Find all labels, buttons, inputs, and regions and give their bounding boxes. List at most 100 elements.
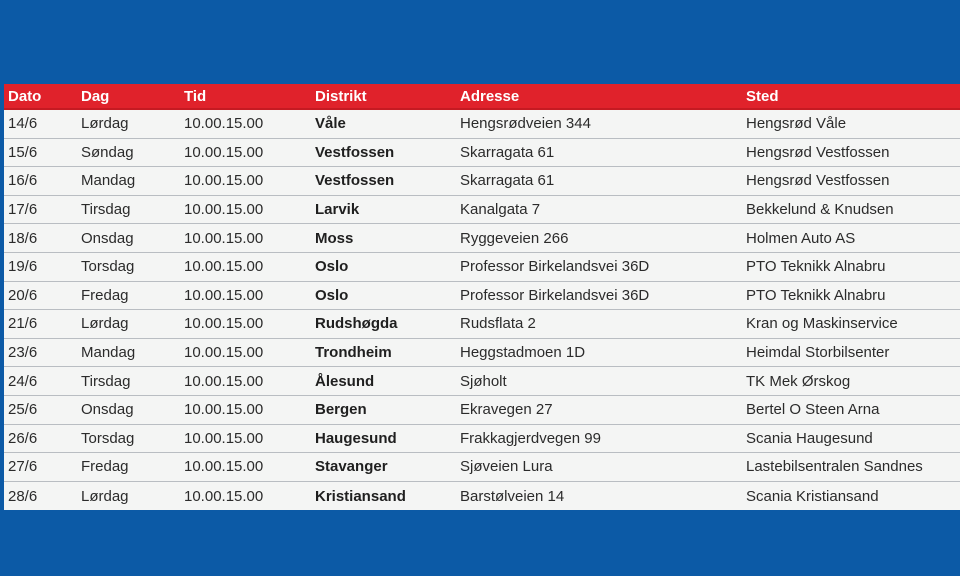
cell-distrikt: Våle bbox=[315, 115, 346, 133]
table-header-row: Dato Dag Tid Distrikt Adresse Sted bbox=[4, 84, 960, 110]
cell-distrikt: Oslo bbox=[315, 258, 349, 276]
table-row: 16/6 Mandag 10.00.15.00 Vestfossen Skarragat… bbox=[4, 167, 960, 196]
cell-tid: 10.00.15.00 bbox=[184, 229, 264, 247]
cell-sted: Lastebilsentralen Sandnes bbox=[746, 458, 923, 476]
cell-dato: 23/6 bbox=[8, 344, 38, 362]
cell-adresse: Heggstadmoen 1D bbox=[460, 344, 586, 362]
cell-adresse: Sjøveien Lura bbox=[460, 458, 553, 476]
cell-tid: 10.00.15.00 bbox=[184, 315, 264, 333]
table-body: 14/6 Lørdag 10.00.15.00 Våle Hengsrødveien 3… bbox=[4, 110, 960, 510]
cell-distrikt: Moss bbox=[315, 229, 354, 247]
cell-dato: 21/6 bbox=[8, 315, 38, 333]
table-row: 25/6 Onsdag 10.00.15.00 Bergen Ekravegen 27 B… bbox=[4, 396, 960, 425]
cell-adresse: Rudsflata 2 bbox=[460, 315, 536, 333]
cell-tid: 10.00.15.00 bbox=[184, 487, 264, 505]
cell-sted: Holmen Auto AS bbox=[746, 229, 856, 247]
header-tid: Tid bbox=[184, 87, 207, 105]
cell-dag: Mandag bbox=[81, 344, 136, 362]
cell-tid: 10.00.15.00 bbox=[184, 344, 264, 362]
cell-sted: Hengsrød Våle bbox=[746, 115, 847, 133]
cell-dag: Tirsdag bbox=[81, 372, 131, 390]
table-row: 19/6 Torsdag 10.00.15.00 Oslo Professor Birk… bbox=[4, 253, 960, 282]
cell-sted: Kran og Maskinservice bbox=[746, 315, 898, 333]
cell-dato: 27/6 bbox=[8, 458, 38, 476]
cell-tid: 10.00.15.00 bbox=[184, 143, 264, 161]
cell-tid: 10.00.15.00 bbox=[184, 115, 264, 133]
header-adresse: Adresse bbox=[460, 87, 520, 105]
cell-sted: TK Mek Ørskog bbox=[746, 372, 851, 390]
schedule-table: Dato Dag Tid Distrikt Adresse Sted 14/6 L… bbox=[4, 84, 960, 510]
cell-dag: Lørdag bbox=[81, 115, 129, 133]
cell-distrikt: Oslo bbox=[315, 286, 349, 304]
cell-dag: Mandag bbox=[81, 172, 136, 190]
cell-sted: PTO Teknikk Alnabru bbox=[746, 286, 886, 304]
cell-distrikt: Rudshøgda bbox=[315, 315, 398, 333]
cell-tid: 10.00.15.00 bbox=[184, 201, 264, 219]
table-row: 18/6 Onsdag 10.00.15.00 Moss Ryggeveien 266 H… bbox=[4, 224, 960, 253]
cell-tid: 10.00.15.00 bbox=[184, 258, 264, 276]
cell-sted: Hengsrød Vestfossen bbox=[746, 172, 890, 190]
cell-sted: PTO Teknikk Alnabru bbox=[746, 258, 886, 276]
cell-dag: Onsdag bbox=[81, 401, 134, 419]
cell-dato: 25/6 bbox=[8, 401, 38, 419]
cell-adresse: Barstølveien 14 bbox=[460, 487, 565, 505]
cell-dato: 20/6 bbox=[8, 286, 38, 304]
cell-adresse: Professor Birkelandsvei 36D bbox=[460, 258, 650, 276]
table-row: 20/6 Fredag 10.00.15.00 Oslo Professor Birke… bbox=[4, 282, 960, 311]
cell-distrikt: Bergen bbox=[315, 401, 367, 419]
cell-tid: 10.00.15.00 bbox=[184, 172, 264, 190]
table-row: 15/6 Søndag 10.00.15.00 Vestfossen Skarragat… bbox=[4, 139, 960, 168]
cell-sted: Bekkelund & Knudsen bbox=[746, 201, 894, 219]
table-row: 27/6 Fredag 10.00.15.00 Stavanger Sjøveien L… bbox=[4, 453, 960, 482]
cell-adresse: Kanalgata 7 bbox=[460, 201, 541, 219]
header-distrikt: Distrikt bbox=[315, 87, 367, 105]
cell-dag: Onsdag bbox=[81, 229, 134, 247]
cell-dag: Torsdag bbox=[81, 258, 135, 276]
cell-dag: Tirsdag bbox=[81, 201, 131, 219]
table-row: 23/6 Mandag 10.00.15.00 Trondheim Heggstadmo… bbox=[4, 339, 960, 368]
cell-dato: 26/6 bbox=[8, 429, 38, 447]
cell-adresse: Skarragata 61 bbox=[460, 172, 555, 190]
cell-dato: 28/6 bbox=[8, 487, 38, 505]
cell-sted: Heimdal Storbilsenter bbox=[746, 344, 890, 362]
header-dato: Dato bbox=[8, 87, 42, 105]
cell-distrikt: Haugesund bbox=[315, 429, 397, 447]
table-row: 21/6 Lørdag 10.00.15.00 Rudshøgda Rudsflata … bbox=[4, 310, 960, 339]
cell-distrikt: Larvik bbox=[315, 201, 360, 219]
table-row: 26/6 Torsdag 10.00.15.00 Haugesund Frakkagje… bbox=[4, 425, 960, 454]
cell-distrikt: Stavanger bbox=[315, 458, 388, 476]
cell-dato: 17/6 bbox=[8, 201, 38, 219]
cell-dato: 15/6 bbox=[8, 143, 38, 161]
cell-dato: 14/6 bbox=[8, 115, 38, 133]
cell-sted: Bertel O Steen Arna bbox=[746, 401, 880, 419]
cell-dato: 16/6 bbox=[8, 172, 38, 190]
cell-adresse: Sjøholt bbox=[460, 372, 507, 390]
cell-sted: Scania Kristiansand bbox=[746, 487, 879, 505]
cell-tid: 10.00.15.00 bbox=[184, 429, 264, 447]
cell-distrikt: Vestfossen bbox=[315, 143, 395, 161]
header-sted: Sted bbox=[746, 87, 779, 105]
cell-dag: Lørdag bbox=[81, 315, 129, 333]
cell-adresse: Ryggeveien 266 bbox=[460, 229, 569, 247]
cell-adresse: Hengsrødveien 344 bbox=[460, 115, 591, 133]
cell-adresse: Ekravegen 27 bbox=[460, 401, 553, 419]
cell-tid: 10.00.15.00 bbox=[184, 401, 264, 419]
header-dag: Dag bbox=[81, 87, 110, 105]
table-row: 17/6 Tirsdag 10.00.15.00 Larvik Kanalgata 7 B… bbox=[4, 196, 960, 225]
cell-sted: Scania Haugesund bbox=[746, 429, 873, 447]
table-row: 28/6 Lørdag 10.00.15.00 Kristiansand Barstøl… bbox=[4, 482, 960, 510]
cell-dag: Søndag bbox=[81, 143, 134, 161]
cell-dag: Fredag bbox=[81, 458, 129, 476]
table-row: 14/6 Lørdag 10.00.15.00 Våle Hengsrødveien 3… bbox=[4, 110, 960, 139]
cell-distrikt: Kristiansand bbox=[315, 487, 406, 505]
cell-dag: Torsdag bbox=[81, 429, 135, 447]
cell-tid: 10.00.15.00 bbox=[184, 458, 264, 476]
cell-dato: 18/6 bbox=[8, 229, 38, 247]
cell-dato: 24/6 bbox=[8, 372, 38, 390]
cell-distrikt: Vestfossen bbox=[315, 172, 395, 190]
cell-dag: Lørdag bbox=[81, 487, 129, 505]
cell-tid: 10.00.15.00 bbox=[184, 372, 264, 390]
cell-adresse: Professor Birkelandsvei 36D bbox=[460, 286, 650, 304]
cell-dag: Fredag bbox=[81, 286, 129, 304]
cell-dato: 19/6 bbox=[8, 258, 38, 276]
